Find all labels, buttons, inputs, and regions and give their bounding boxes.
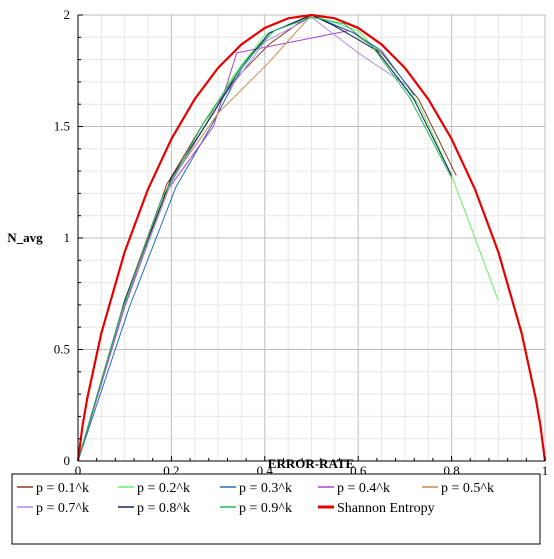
series-line-4: [77, 30, 349, 462]
legend: p = 0.1^k p = 0.2^k p = 0.3^k p = 0.4^k p = …: [11, 473, 541, 545]
legend-label: p = 0.9^k: [239, 501, 292, 516]
legend-label: Shannon Entropy: [337, 501, 435, 516]
legend-label: p = 0.5^k: [441, 481, 494, 496]
legend-label: p = 0.2^k: [137, 481, 190, 496]
legend-box: [11, 473, 541, 545]
legend-label: p = 0.3^k: [239, 481, 292, 496]
y-axis-title: N_avg: [7, 230, 43, 245]
legend-label: p = 0.7^k: [36, 501, 89, 516]
x-tick-label: 1: [542, 463, 549, 478]
y-tick-label: 1: [64, 230, 71, 245]
y-tick-label: 1.5: [54, 119, 70, 134]
x-axis-title: ERROR-RATE: [268, 456, 354, 471]
series-line-1: [77, 14, 457, 462]
legend-label: p = 0.8^k: [137, 501, 190, 516]
series-line-7: [77, 14, 453, 462]
grid: [77, 14, 546, 462]
series-line-6: [77, 16, 406, 462]
x-tick-label: 0: [75, 463, 82, 478]
axes: [77, 14, 546, 462]
series-layer: [76, 13, 547, 462]
series-line-8: [77, 16, 453, 462]
y-tick-label: 0.5: [54, 342, 70, 357]
y-tick-label: 0: [64, 453, 71, 468]
legend-label: p = 0.1^k: [36, 481, 89, 496]
y-tick-label: 2: [64, 7, 71, 22]
legend-label: p = 0.4^k: [337, 481, 390, 496]
series-line-9: [76, 13, 547, 462]
